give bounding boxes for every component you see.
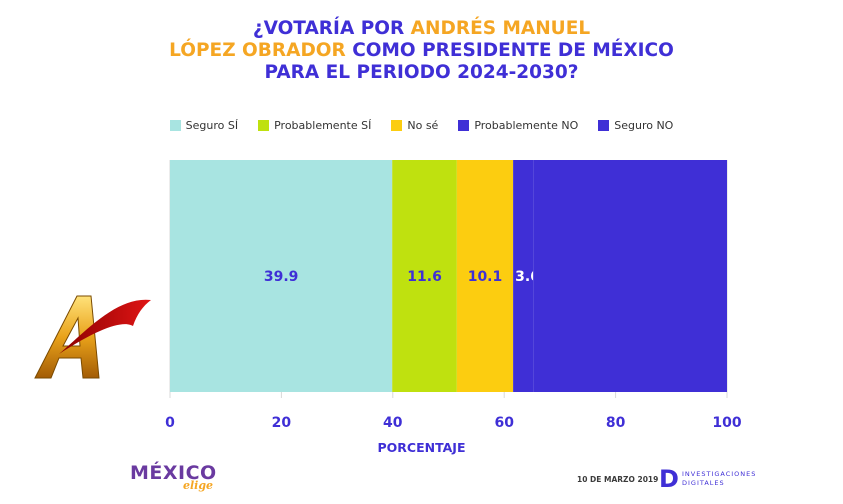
- investigaciones-digitales-text: INVESTIGACIONES DIGITALES: [682, 470, 756, 488]
- x-tick-label: 100: [712, 415, 741, 431]
- bar-segment-1: [392, 160, 457, 392]
- legend-item-4: Seguro NO: [598, 119, 673, 132]
- legend-label: Probablemente SÍ: [274, 119, 372, 132]
- bar-segment-0: [170, 160, 393, 392]
- data-label-1: 11.6: [407, 269, 442, 285]
- title-line2-b: COMO PRESIDENTE DE MÉXICO: [345, 40, 674, 61]
- title-line2-a: LÓPEZ OBRADOR: [169, 40, 346, 61]
- title-line1-b: ANDRÉS MANUEL: [410, 18, 591, 39]
- x-tick-label: 80: [606, 415, 626, 431]
- data-label-2: 10.1: [468, 269, 503, 285]
- legend-swatch: [598, 120, 610, 131]
- data-label-0: 39.9: [264, 269, 299, 285]
- x-axis-label: PORCENTAJE: [377, 440, 466, 455]
- legend-label: Probablemente NO: [474, 119, 579, 132]
- legend-item-0: Seguro SÍ: [169, 119, 239, 132]
- legend-swatch: [169, 120, 181, 131]
- x-tick-label: 0: [165, 415, 175, 431]
- x-tick-label: 40: [383, 415, 403, 431]
- legend-item-2: No sé: [391, 119, 438, 132]
- x-tick-label: 60: [494, 415, 514, 431]
- title-line1-a: ¿VOTARÍA POR: [252, 18, 411, 39]
- footer-date: 10 DE MARZO 2019: [577, 475, 659, 484]
- legend-item-1: Probablemente SÍ: [258, 119, 371, 132]
- investigaciones-digitales-logo: D: [659, 465, 679, 493]
- brand-line2: DIGITALES: [682, 479, 725, 487]
- mexico-elige-logo: MÉXICO: [130, 462, 217, 484]
- legend-swatch: [458, 120, 470, 131]
- chart-title: ¿VOTARÍA POR ANDRÉS MANUEL LÓPEZ OBRADOR…: [0, 18, 843, 84]
- bar-segment-3: [513, 160, 534, 392]
- chart-legend: Seguro SÍ Probablemente SÍ No sé Probableme…: [0, 119, 843, 132]
- title-line3: PARA EL PERIODO 2024-2030?: [264, 62, 579, 83]
- bar-segment-2: [456, 160, 514, 392]
- x-tick-label: 20: [272, 415, 292, 431]
- brand-line1: INVESTIGACIONES: [682, 470, 757, 478]
- legend-label: Seguro SÍ: [185, 119, 239, 132]
- legend-label: No sé: [407, 119, 439, 132]
- legend-swatch: [391, 120, 403, 131]
- bar-segment-4: [533, 160, 727, 392]
- legend-label: Seguro NO: [614, 119, 674, 132]
- legend-item-3: Probablemente NO: [458, 119, 578, 132]
- legend-swatch: [258, 120, 270, 131]
- mexico-elige-sublogo: elige: [183, 479, 214, 492]
- logo-a-icon: [34, 295, 151, 379]
